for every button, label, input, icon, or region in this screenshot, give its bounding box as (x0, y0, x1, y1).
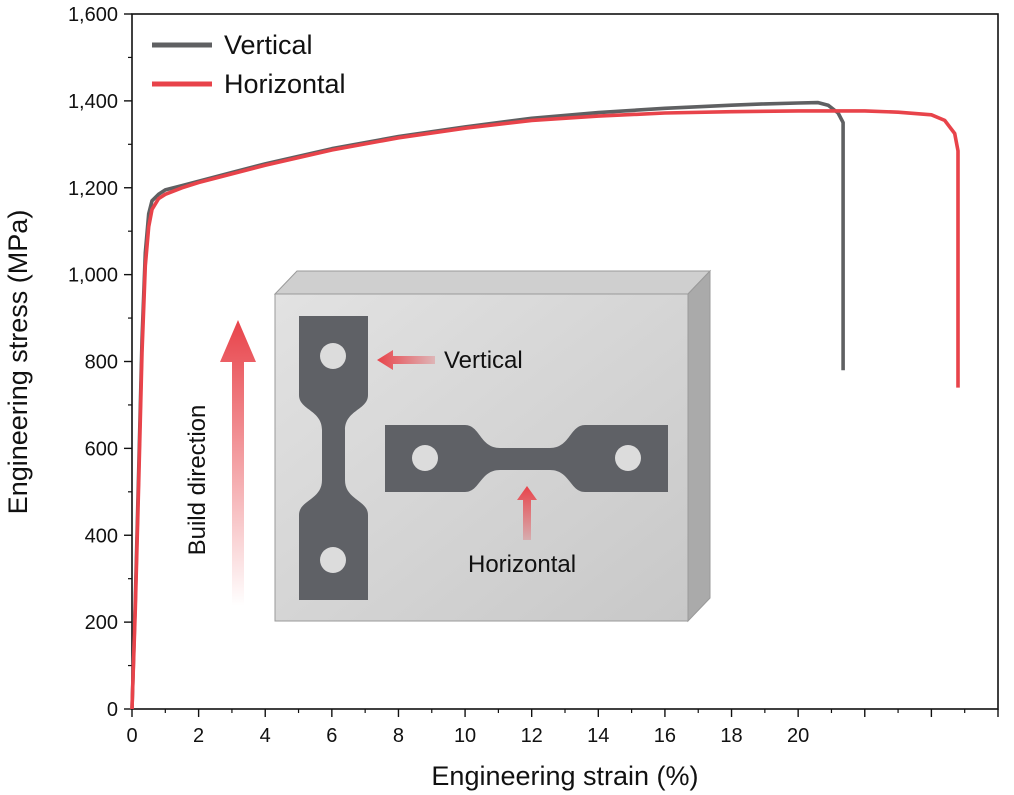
x-tick-label: 10 (454, 725, 476, 747)
x-axis-title: Engineering strain (%) (431, 761, 698, 791)
y-tick-label: 0 (107, 699, 118, 721)
x-axis-tick-labels: 0 2 4 6 8 10 12 14 16 18 20 (126, 725, 809, 747)
y-tick-label: 1,000 (68, 265, 118, 287)
x-tick-label: 14 (587, 725, 609, 747)
x-tick-label: 0 (126, 725, 137, 747)
x-tick-label: 6 (326, 725, 337, 747)
arrow-up-icon (517, 486, 537, 540)
y-axis-title: Engineering stress (MPa) (3, 210, 33, 515)
y-tick-label: 1,400 (68, 91, 118, 113)
vertical-specimen-hole-top (320, 343, 346, 369)
inset-label-build-direction: Build direction (184, 405, 211, 556)
block-top-face (273, 270, 712, 295)
series-line-horizontal (130, 109, 960, 710)
vertical-specimen-hole-bottom (320, 547, 346, 573)
x-tick-label: 4 (260, 725, 271, 747)
y-axis-tick-labels: 0 200 400 600 800 1,000 1,200 1,400 1,600 (68, 4, 118, 721)
arrow-left-icon (377, 350, 435, 370)
build-direction-arrow-icon (220, 320, 256, 606)
vertical-specimen (299, 316, 368, 600)
y-tick-label: 400 (85, 525, 118, 547)
specimen-inset: Vertical Horizontal Build direction (184, 269, 712, 623)
x-tick-label: 2 (193, 725, 204, 747)
legend: Vertical Horizontal (152, 30, 346, 99)
x-tick-label: 16 (654, 725, 676, 747)
y-tick-label: 1,200 (68, 178, 118, 200)
y-tick-label: 800 (85, 352, 118, 374)
legend-label-vertical: Vertical (224, 30, 313, 60)
x-tick-label: 18 (720, 725, 742, 747)
x-tick-label: 12 (521, 725, 543, 747)
legend-label-horizontal: Horizontal (224, 69, 346, 99)
x-tick-label: 20 (787, 725, 809, 747)
x-axis-ticks (131, 709, 999, 717)
inset-label-vertical: Vertical (444, 347, 523, 374)
y-tick-label: 1,600 (68, 4, 118, 26)
x-tick-label: 8 (393, 725, 404, 747)
block-side-face (687, 269, 711, 623)
y-tick-label: 200 (85, 612, 118, 634)
inset-label-horizontal: Horizontal (468, 551, 576, 578)
y-tick-label: 600 (85, 438, 118, 460)
series-layer (130, 100, 960, 710)
horizontal-specimen-hole-left (412, 445, 438, 471)
horizontal-specimen-hole-right (615, 445, 641, 471)
y-axis-ticks (124, 13, 132, 710)
horizontal-specimen (385, 425, 668, 492)
